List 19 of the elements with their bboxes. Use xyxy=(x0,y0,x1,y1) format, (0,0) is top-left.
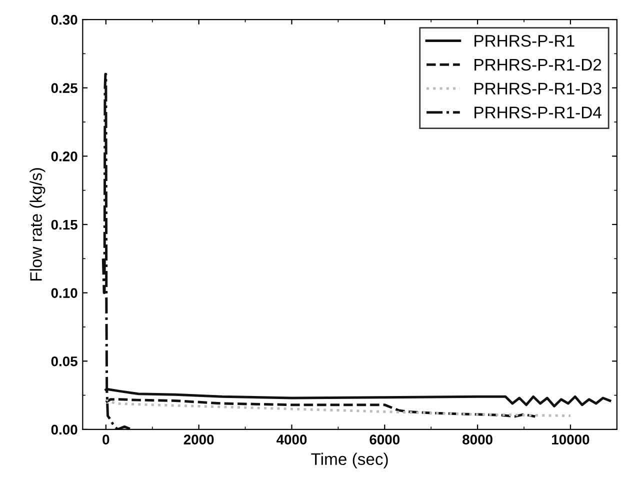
y-tick-label: 0.15 xyxy=(51,220,78,230)
legend-label: PRHRS-P-R1-D4 xyxy=(474,106,602,118)
x-tick-label: 0 xyxy=(102,434,110,445)
x-tick-label: 6000 xyxy=(370,434,400,445)
y-tick-label: 0.00 xyxy=(51,424,78,435)
y-axis-title: Flow rate (kg/s) xyxy=(30,168,46,281)
y-tick-label: 0.10 xyxy=(51,288,78,298)
legend-label: PRHRS-P-R1-D3 xyxy=(474,82,602,94)
y-tick-label: 0.05 xyxy=(51,356,78,366)
x-axis-title: Time (sec) xyxy=(311,452,388,468)
y-tick-label: 0.30 xyxy=(51,14,78,25)
legend-label: PRHRS-P-R1-D2 xyxy=(474,58,602,71)
legend-label: PRHRS-P-R1 xyxy=(474,34,574,47)
x-tick-label: 2000 xyxy=(184,434,214,445)
x-tick-label: 4000 xyxy=(276,434,307,445)
y-tick-label: 0.25 xyxy=(51,83,78,94)
y-tick-label: 0.20 xyxy=(51,151,78,162)
x-tick-label: 8000 xyxy=(462,434,492,445)
x-tick-label: 10000 xyxy=(552,434,590,445)
